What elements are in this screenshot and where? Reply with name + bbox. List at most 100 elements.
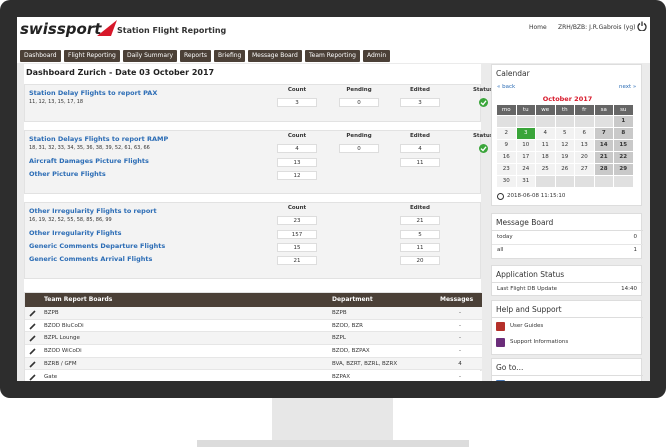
calendar-day[interactable]: 23 (497, 164, 516, 175)
calendar-day[interactable]: 9 (497, 140, 516, 151)
calendar-day[interactable]: 18 (536, 152, 555, 163)
nav-tab[interactable]: Flight Reporting (64, 50, 120, 62)
link-icon (496, 338, 505, 347)
home-link[interactable]: Home (529, 24, 547, 31)
calendar-day[interactable]: 24 (516, 164, 535, 175)
sidebar-link[interactable]: User Guides (510, 323, 544, 329)
edit-icon[interactable] (29, 323, 36, 330)
count-value: 21 (400, 216, 440, 225)
table-cell: BZOD, BZPAX (332, 348, 370, 355)
column-header: Edited (410, 133, 430, 139)
column-header: Status (472, 87, 494, 93)
nav-tab[interactable]: Briefing (214, 50, 246, 62)
calendar-day[interactable]: 8 (614, 128, 633, 139)
calendar-back[interactable]: « back (497, 84, 516, 90)
column-header: Status (472, 133, 494, 139)
row-link[interactable]: Generic Comments Arrival Flights (29, 255, 153, 263)
row-link[interactable]: Station Delays Flights to report RAMP (29, 135, 169, 143)
panel-divider (492, 375, 643, 376)
row-link[interactable]: Other Irregularity Flights (29, 229, 122, 237)
section-box: Count Pending Edited Status Station Delays F… (24, 130, 493, 194)
table-row (25, 370, 482, 381)
calendar-day[interactable]: 17 (516, 152, 535, 163)
calendar-day[interactable]: 21 (594, 152, 613, 163)
row-link[interactable]: Station Delay Flights to report PAX (29, 89, 158, 97)
edit-icon[interactable] (29, 335, 36, 342)
row-link[interactable]: Other Irregularity Flights to report (29, 207, 157, 215)
calendar-day[interactable]: 15 (614, 140, 633, 151)
section-box: Count Edited Other Irregularity Flights to… (24, 202, 481, 279)
weekday: we (536, 105, 555, 115)
table-cell: - (459, 322, 461, 329)
count-value: 4 (400, 144, 440, 153)
calendar-day[interactable]: 3 (516, 128, 535, 139)
count-value: 13 (277, 158, 317, 167)
edit-icon[interactable] (29, 348, 36, 355)
weekday: th (555, 105, 574, 115)
calendar-day[interactable]: 19 (555, 152, 574, 163)
calendar-day[interactable]: 2 (497, 128, 516, 139)
edit-icon[interactable] (29, 373, 36, 381)
calendar-blank (536, 116, 555, 127)
row-link[interactable]: Aircraft Damages Picture Flights (29, 157, 149, 165)
calendar-day[interactable]: 14 (594, 140, 613, 151)
calendar-blank (497, 116, 516, 127)
nav-tab[interactable]: Message Board (248, 50, 302, 62)
calendar-next[interactable]: next » (619, 84, 637, 90)
row-link[interactable]: Generic Comments Departure Flights (29, 242, 166, 250)
calendar-day[interactable]: 30 (497, 176, 516, 187)
calendar-day[interactable]: 5 (555, 128, 574, 139)
calendar-day[interactable]: 4 (536, 128, 555, 139)
calendar-day[interactable]: 26 (555, 164, 574, 175)
table-header (25, 293, 482, 307)
app-title: Station Flight Reporting (117, 26, 227, 35)
count-value: 23 (277, 216, 317, 225)
monitor-base (197, 440, 469, 447)
power-icon[interactable] (637, 21, 647, 31)
count-value: 15 (277, 243, 317, 252)
sidebar: Calendar « back next » October 2017 mo tu we th… (491, 64, 643, 381)
sidebar-link[interactable]: Support Informations (510, 339, 569, 345)
row-link[interactable]: Other Picture Flights (29, 170, 106, 178)
table-row (25, 307, 482, 320)
count-value: 11 (400, 243, 440, 252)
nav-tab[interactable]: Team Reporting (305, 50, 360, 62)
nav-bar: Dashboard Flight Reporting Daily Summary Re… (20, 50, 620, 62)
calendar-day[interactable]: 11 (536, 140, 555, 151)
calendar-blank (594, 116, 613, 127)
edit-icon[interactable] (29, 310, 36, 317)
calendar-day[interactable]: 27 (575, 164, 594, 175)
nav-tab[interactable]: Admin (363, 50, 391, 62)
dashboard-panel: Dashboard Zurich - Date 03 October 2017 C… (24, 64, 493, 381)
weekday: fr (575, 105, 594, 115)
team-table: Team Report Boards Department Messages BZPB… (24, 292, 482, 381)
calendar-day[interactable]: 29 (614, 164, 633, 175)
nav-tab[interactable]: Daily Summary (123, 50, 178, 62)
panel-title: Message Board (496, 218, 554, 227)
edit-icon[interactable] (29, 361, 36, 368)
calendar-day[interactable]: 7 (594, 128, 613, 139)
calendar-day[interactable]: 22 (614, 152, 633, 163)
calendar-day[interactable]: 25 (536, 164, 555, 175)
weekday: sa (594, 105, 613, 115)
section-box: Count Pending Edited Status Station Delay Fl… (24, 84, 493, 122)
calendar-day[interactable]: 6 (575, 128, 594, 139)
message-board-panel: Message Board today 0 all 1 (491, 213, 643, 259)
table-cell: BZOD WiCoDi (44, 348, 82, 355)
calendar-day[interactable]: 10 (516, 140, 535, 151)
nav-tab[interactable]: Dashboard (20, 50, 61, 62)
count-value: 21 (277, 256, 317, 265)
calendar-day[interactable]: 20 (575, 152, 594, 163)
count-value: 3 (400, 98, 440, 107)
calendar-day[interactable]: 28 (594, 164, 613, 175)
message-count: 1 (633, 247, 638, 253)
calendar-day[interactable]: 31 (516, 176, 535, 187)
calendar-day[interactable]: 13 (575, 140, 594, 151)
calendar-day[interactable]: 12 (555, 140, 574, 151)
nav-tab[interactable]: Reports (180, 50, 212, 62)
calendar-day[interactable]: 1 (614, 116, 633, 127)
table-cell: BZOD, BZR (332, 322, 363, 329)
calendar-day[interactable]: 16 (497, 152, 516, 163)
count-value: 20 (400, 256, 440, 265)
calendar-blank (575, 176, 594, 187)
